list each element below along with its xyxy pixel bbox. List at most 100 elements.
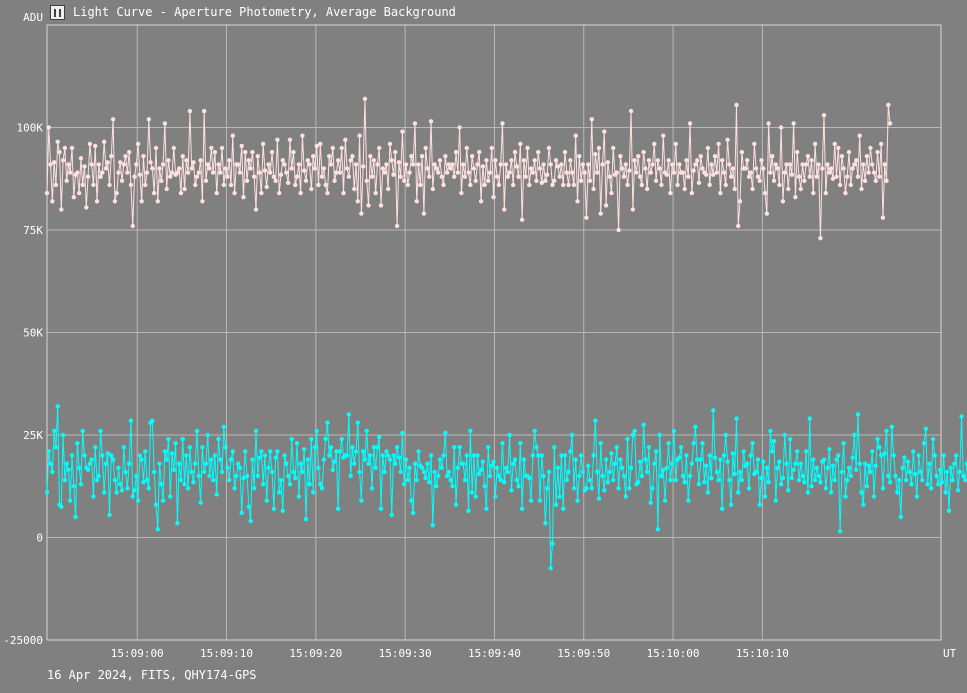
x-tick-label: 15:10:10 (736, 647, 789, 660)
data-point (628, 108, 634, 114)
data-point (498, 162, 503, 167)
data-point (221, 182, 227, 188)
data-point (210, 477, 216, 483)
data-point (684, 453, 689, 458)
data-point (686, 174, 691, 179)
data-point (732, 471, 737, 477)
data-point (857, 461, 862, 466)
data-point (485, 178, 491, 183)
data-point (491, 459, 496, 464)
data-point (766, 479, 771, 485)
data-point (728, 502, 734, 507)
data-point (882, 162, 887, 167)
data-point (335, 158, 341, 163)
data-point (493, 158, 498, 163)
data-point (64, 178, 69, 183)
data-point (628, 465, 634, 470)
data-point (677, 162, 682, 167)
data-point (237, 465, 243, 470)
data-point (777, 459, 782, 464)
data-point (205, 162, 210, 167)
data-point (153, 145, 159, 151)
data-point (603, 457, 609, 462)
data-point (393, 149, 398, 155)
data-point (541, 162, 546, 167)
data-point (377, 434, 382, 440)
data-point (44, 190, 50, 196)
data-point (452, 445, 457, 450)
data-point (257, 455, 262, 460)
data-point (216, 162, 221, 167)
data-point (484, 158, 489, 163)
data-point (212, 453, 218, 458)
data-point (746, 486, 752, 491)
data-point (825, 465, 830, 470)
data-point (925, 482, 930, 487)
data-point (114, 490, 119, 495)
data-point (541, 473, 546, 479)
data-point (389, 512, 394, 518)
data-point (887, 121, 893, 126)
data-point (816, 162, 821, 167)
data-point (137, 172, 143, 177)
data-point (184, 158, 189, 163)
data-point (614, 445, 619, 450)
data-point (766, 121, 771, 126)
data-point (539, 180, 544, 186)
data-point (798, 461, 803, 466)
data-point (171, 467, 177, 473)
data-point (746, 174, 752, 179)
data-point (277, 490, 282, 495)
data-point (303, 516, 309, 522)
data-point (344, 453, 350, 458)
data-point (652, 461, 657, 466)
light-curve-app-icon[interactable] (50, 4, 65, 20)
data-point (377, 145, 382, 151)
data-point (159, 178, 164, 183)
data-point (364, 178, 369, 183)
data-point (384, 449, 389, 454)
data-point (559, 162, 564, 167)
data-point (130, 494, 135, 499)
data-point (857, 133, 862, 138)
data-point (602, 129, 607, 134)
data-point (273, 455, 278, 460)
data-point (598, 441, 603, 446)
data-point (250, 149, 255, 155)
data-point (916, 453, 921, 458)
data-point (502, 479, 507, 485)
data-point (460, 162, 466, 167)
data-point (164, 457, 169, 462)
data-point (905, 459, 911, 464)
data-point (880, 486, 886, 491)
data-point (235, 162, 241, 167)
data-point (344, 166, 350, 171)
data-point (668, 477, 673, 483)
data-point (71, 195, 76, 200)
data-point (716, 141, 721, 147)
data-point (637, 174, 643, 179)
data-point (437, 158, 443, 163)
data-point (870, 449, 875, 454)
data-point (453, 502, 459, 507)
data-point (303, 178, 309, 183)
data-point (284, 170, 289, 175)
data-point (455, 465, 461, 470)
data-point (162, 449, 168, 454)
data-point (525, 145, 530, 151)
data-point (880, 215, 886, 220)
data-point (341, 190, 346, 196)
data-point (909, 482, 914, 487)
data-point (807, 416, 812, 421)
data-point (469, 490, 475, 495)
data-point (237, 170, 243, 175)
data-point (507, 170, 512, 175)
data-point (139, 457, 144, 462)
data-point (927, 461, 932, 466)
data-point (416, 162, 421, 167)
data-point (180, 154, 185, 159)
data-point (168, 494, 173, 499)
data-point (825, 162, 830, 167)
data-point (94, 199, 100, 204)
